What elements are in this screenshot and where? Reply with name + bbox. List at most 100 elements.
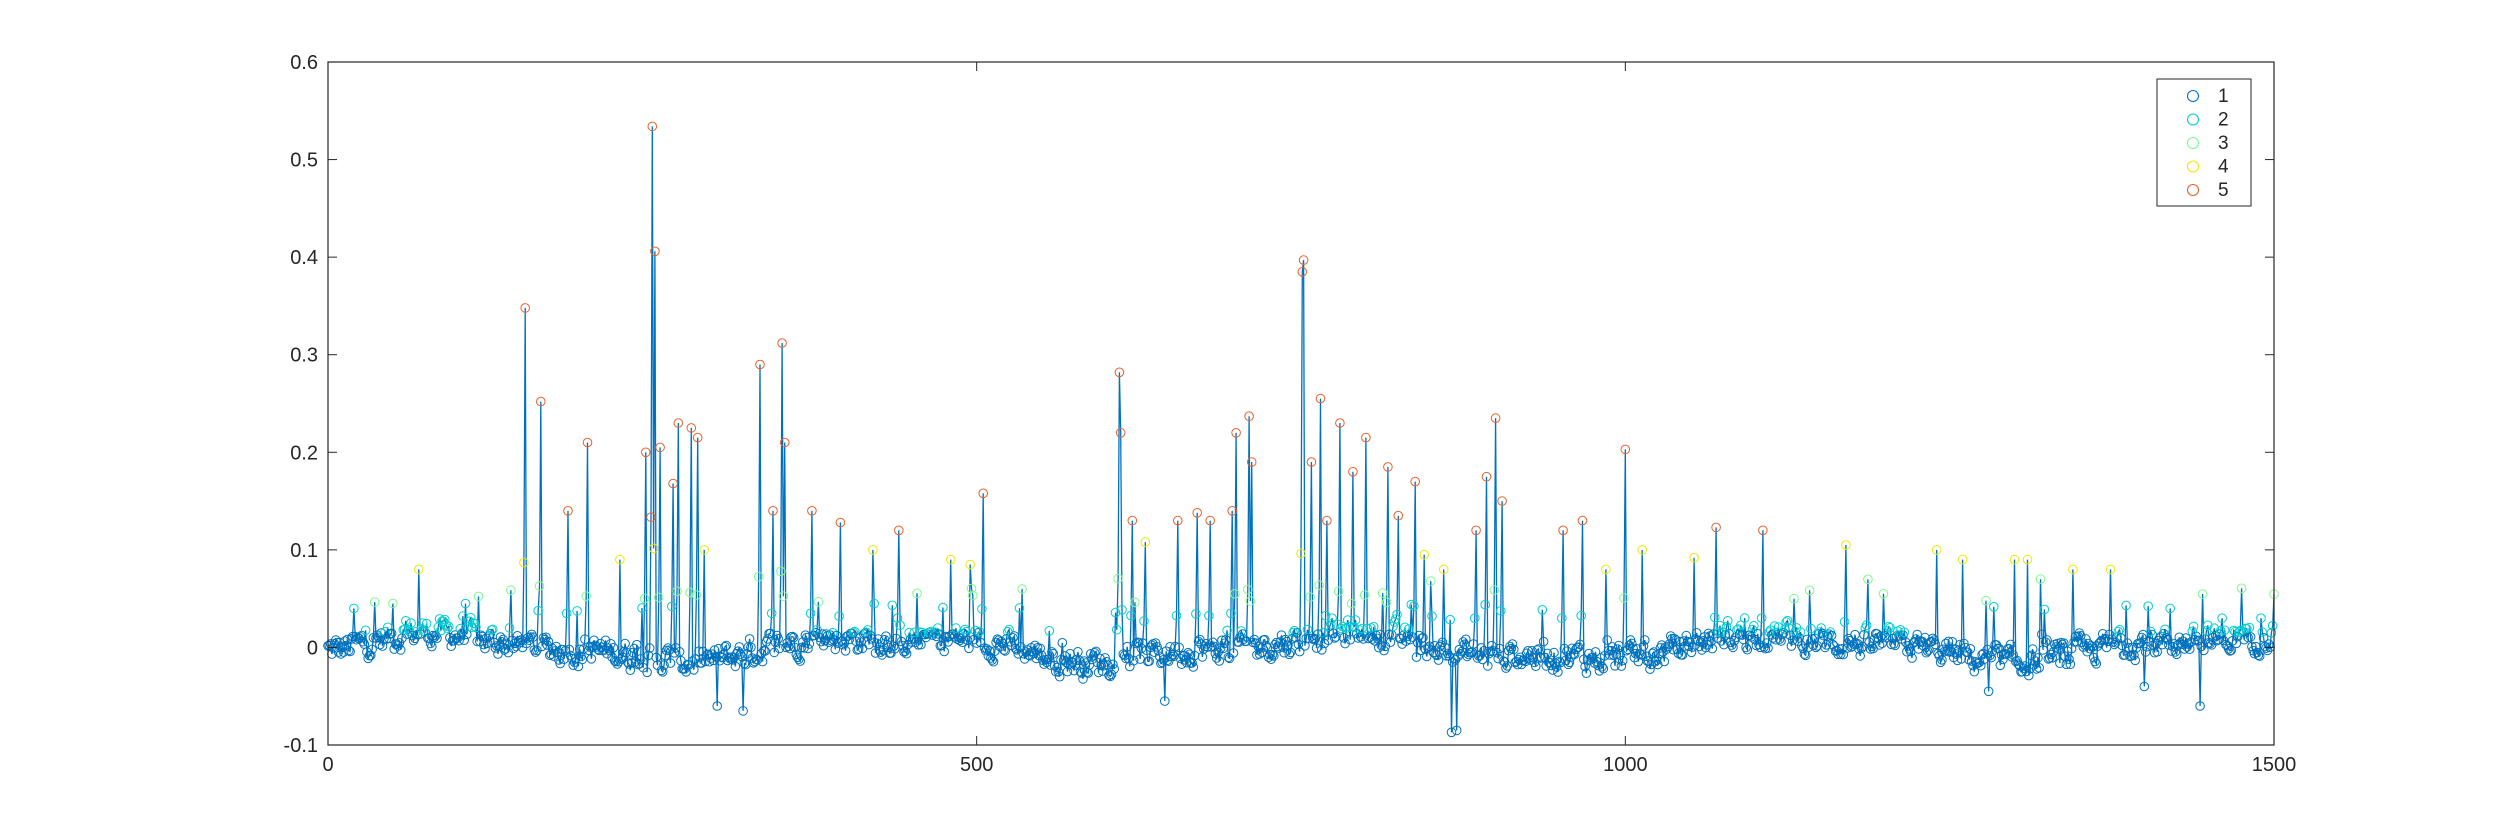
data-point-class-2 <box>1390 614 1401 624</box>
data-point-class-1 <box>2232 631 2243 642</box>
data-point-class-1 <box>589 635 599 646</box>
data-point-class-1 <box>2195 701 2205 711</box>
data-point-class-1 <box>1218 643 1228 654</box>
data-point-class-2 <box>1427 611 1437 622</box>
data-point-class-2 <box>2219 625 2230 636</box>
data-point-class-1 <box>2127 642 2138 653</box>
data-point-class-1 <box>480 643 490 654</box>
data-point-class-1 <box>1300 641 1310 651</box>
data-point-class-1 <box>1579 654 1589 665</box>
data-point-class-5 <box>1306 457 1317 467</box>
data-point-class-1 <box>1501 663 1511 673</box>
data-point-class-1 <box>1122 641 1132 652</box>
data-point-class-1 <box>1494 643 1505 654</box>
data-point-class-2 <box>1839 617 1850 627</box>
data-point-class-3 <box>369 597 380 607</box>
data-point-class-1 <box>2098 629 2108 639</box>
data-point-class-1 <box>1621 645 1632 656</box>
data-point-class-1 <box>2109 639 2120 650</box>
data-point-class-1 <box>1848 639 1859 649</box>
data-point-class-1 <box>1614 640 1624 651</box>
data-point-class-2 <box>1406 599 1417 610</box>
data-point-class-1 <box>1013 649 1024 659</box>
data-point-class-1 <box>1280 634 1291 645</box>
data-point-class-5 <box>1322 515 1332 526</box>
data-point-class-1 <box>1267 650 1278 660</box>
data-point-class-4 <box>1931 545 1942 555</box>
data-point-class-1 <box>927 630 938 640</box>
data-point-class-1 <box>1304 633 1314 644</box>
data-point-class-1 <box>1432 650 1442 661</box>
data-point-class-1 <box>747 653 758 663</box>
data-point-class-2 <box>1336 623 1346 634</box>
data-point-class-4 <box>2022 554 2033 565</box>
data-point-class-4 <box>414 564 424 575</box>
data-point-class-1 <box>1241 636 1252 647</box>
data-point-class-1 <box>1476 643 1487 653</box>
data-point-class-1 <box>1569 649 1580 660</box>
data-point-class-1 <box>1763 643 1773 653</box>
data-point-class-1 <box>2047 653 2057 663</box>
data-point-class-1 <box>1266 654 1276 665</box>
data-point-class-1 <box>644 643 655 653</box>
data-point-class-1 <box>1265 649 1275 660</box>
data-point-class-1 <box>817 629 828 639</box>
data-point-class-1 <box>1876 631 1886 641</box>
data-point-class-2 <box>1318 627 1328 638</box>
data-point-class-2 <box>1014 603 1025 613</box>
legend-marker-2 <box>2186 113 2200 126</box>
data-point-class-1 <box>1009 631 1020 641</box>
data-point-class-1 <box>344 645 354 656</box>
axes-box <box>327 61 2275 746</box>
data-point-class-1 <box>2075 631 2086 641</box>
legend-box <box>2156 78 2252 207</box>
data-point-class-2 <box>2209 623 2220 634</box>
data-point-class-3 <box>2035 574 2046 584</box>
data-point-class-1 <box>1454 644 1465 655</box>
data-point-class-1 <box>788 632 799 643</box>
data-point-class-1 <box>1285 647 1296 658</box>
plot-area <box>323 121 2279 738</box>
data-point-class-3 <box>672 586 682 597</box>
data-point-class-2 <box>2257 627 2268 637</box>
data-point-class-5 <box>1127 515 1138 526</box>
data-point-class-5 <box>807 506 817 516</box>
data-point-class-1 <box>2018 663 2029 674</box>
data-point-class-3 <box>1305 592 1315 602</box>
data-point-class-3 <box>1113 573 1123 584</box>
data-point-class-3 <box>685 587 695 598</box>
y-tick-label: 0.1 <box>290 540 318 562</box>
data-point-class-1 <box>2055 658 2065 669</box>
data-point-class-1 <box>2245 632 2256 642</box>
data-point-class-1 <box>1634 648 1645 659</box>
data-point-class-1 <box>787 631 798 642</box>
data-point-class-1 <box>366 650 376 661</box>
data-point-class-2 <box>1362 623 1372 634</box>
data-point-class-1 <box>616 654 627 664</box>
data-point-class-4 <box>1957 554 1968 565</box>
data-point-class-2 <box>1885 623 1895 633</box>
data-point-class-3 <box>1130 597 1140 608</box>
data-point-class-1 <box>1195 634 1205 645</box>
data-point-class-1 <box>1137 638 1148 648</box>
y-tick-label: 0.6 <box>290 52 318 74</box>
data-point-class-3 <box>639 593 650 604</box>
data-point-class-2 <box>1576 610 1586 621</box>
data-point-class-1 <box>1077 668 1087 678</box>
data-point-class-1 <box>1959 638 1969 649</box>
data-point-class-1 <box>1684 641 1694 652</box>
data-point-class-1 <box>2081 634 2091 644</box>
data-point-class-4 <box>1419 549 1429 560</box>
data-point-class-2 <box>2113 626 2124 637</box>
data-point-class-3 <box>1381 597 1392 608</box>
data-point-class-2 <box>488 624 498 635</box>
data-point-class-2 <box>1289 625 1300 636</box>
data-point-class-2 <box>2244 622 2255 633</box>
data-point-class-1 <box>1638 641 1649 651</box>
data-point-class-1 <box>765 628 776 639</box>
data-point-class-1 <box>446 641 457 652</box>
data-point-class-1 <box>1528 652 1538 663</box>
data-point-class-1 <box>2168 641 2178 652</box>
data-point-class-1 <box>1358 634 1369 644</box>
data-point-class-1 <box>1000 646 1011 656</box>
